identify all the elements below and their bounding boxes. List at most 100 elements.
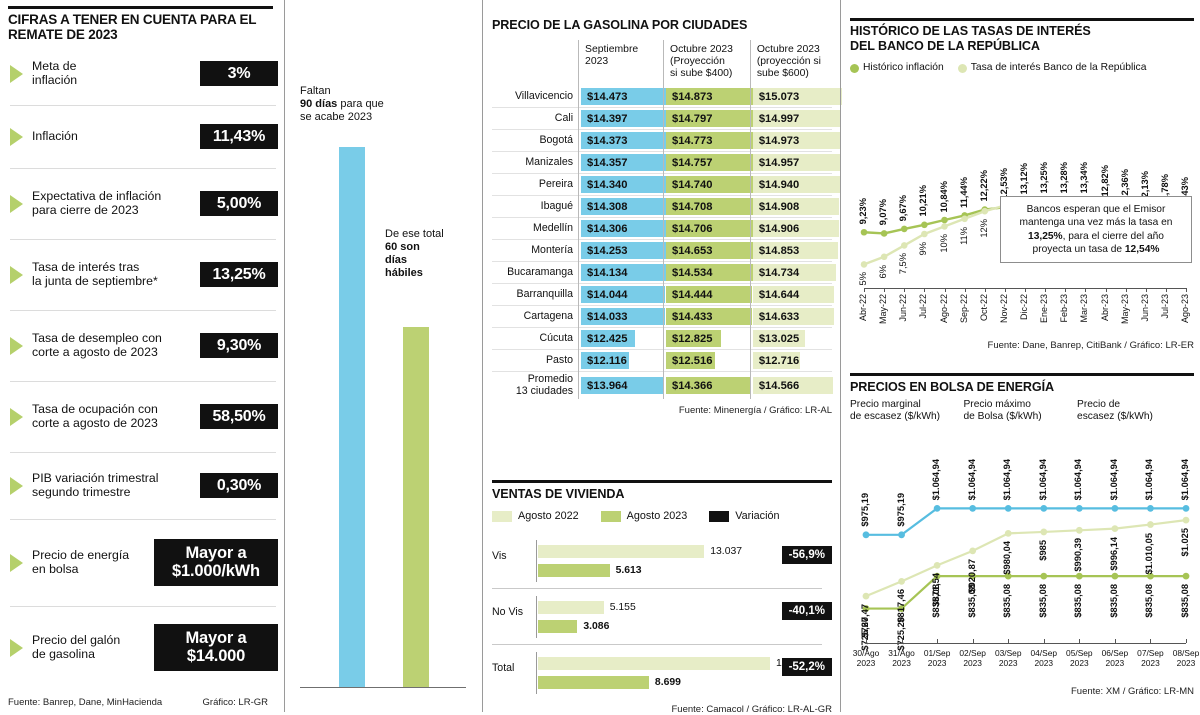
table-row: Villavicencio $14.473 $14.873 $15.073 (492, 86, 842, 108)
kpi-label: PIB variación trimestral segundo trimestr… (32, 470, 159, 499)
kpi-row: Meta de inflación 3% (8, 43, 278, 105)
right-charts: HISTÓRICO DE LAS TASAS DE INTERÉS DEL BA… (850, 18, 1199, 697)
axis-tick (1025, 288, 1026, 293)
legend-label: Variación (735, 510, 780, 522)
vivienda-axis (536, 596, 537, 638)
legend-label: Agosto 2022 (518, 510, 579, 522)
gasoline-title: PRECIO DE LA GASOLINA POR CIUDADES (492, 18, 748, 32)
gasoline-value-cell: $14.044 (578, 283, 665, 306)
gasoline-value-cell: $14.797 (662, 107, 759, 130)
gasoline-value: $14.308 (581, 198, 670, 216)
kpi-label: Tasa de ocupación con corte a agosto de 2… (32, 401, 158, 430)
rates-data-label: 9% (918, 242, 929, 256)
gasoline-value: $14.033 (581, 308, 665, 326)
energy-chart-svg (862, 504, 1190, 612)
gasoline-city: Cúcuta (492, 327, 579, 350)
rates-data-label: 12,22% (978, 170, 989, 202)
vivienda-category: No Vis (492, 606, 524, 618)
energy-data-label: $835,08 (1002, 584, 1013, 618)
gasoline-value-cell: $14.444 (662, 283, 752, 306)
energy-x-label: 01/Sep 2023 (923, 648, 951, 668)
legend-label: Precio de escasez ($/kWh) (1077, 399, 1153, 423)
gasoline-value-cell: $14.773 (662, 129, 759, 152)
gasoline-col-header: Octubre 2023 (proyección si sube $600) (749, 40, 832, 87)
gasoline-value-cell: $14.033 (578, 305, 665, 328)
energy-x-label: 05/Sep 2023 (1066, 648, 1093, 668)
gasoline-city: Villavicencio (514, 89, 574, 102)
kpi-label: Meta de inflación (32, 58, 78, 87)
axis-tick (1079, 639, 1081, 643)
axis-tick (1186, 639, 1187, 643)
energy-data-label: $1.064,94 (966, 458, 977, 501)
divider-2 (482, 0, 483, 712)
days-note-left-p3: para que (337, 97, 384, 110)
energy-axis-line (866, 643, 1186, 644)
rates-data-label: 5% (858, 272, 868, 286)
energy-title: PRECIOS EN BOLSA DE ENERGÍA (850, 380, 1054, 394)
kpi-value: 13,25% (200, 262, 278, 288)
axis-tick (1085, 288, 1087, 293)
gasoline-value: $14.306 (581, 220, 670, 238)
rates-data-label: 13,34% (1079, 161, 1090, 194)
table-row: Bogotá $14.373 $14.773 $14.973 (492, 129, 841, 152)
vivienda-variation: -52,2% (781, 658, 832, 676)
axis-tick (1045, 288, 1047, 293)
kpi-credit: Gráfico: LR-GR (202, 696, 268, 708)
rates-x-label: Mar-23 (1079, 294, 1090, 323)
rates-data-label: 10% (938, 234, 949, 254)
energy-data-label: $835,08 (1073, 584, 1084, 618)
kpi-row: PIB variación trimestral segundo trimestr… (8, 453, 278, 519)
gasoline-col-header: Octubre 2023 (Proyección si sube $400) (662, 40, 751, 87)
vivienda-bar (538, 564, 610, 577)
legend-swatch (492, 510, 512, 522)
table-row: Cali $14.397 $14.797 $14.997 (492, 107, 841, 130)
gasoline-value: $14.940 (752, 176, 840, 194)
rates-data-label: 6% (878, 264, 889, 279)
axis-tick (1004, 288, 1006, 293)
gasoline-value: $14.853 (752, 242, 839, 260)
table-row: Montería $14.253 $14.653 $14.853 (492, 239, 839, 262)
kpi-separator (10, 518, 276, 520)
table-row: Barranquilla $14.044 $14.444 $14.644 (492, 283, 835, 306)
energy-plot: $975,19 $975,19 $1.064,94 $1.064,94 $1.064,9… (850, 438, 1194, 650)
rates-x-label: Ene-23 (1039, 294, 1050, 324)
triangle-bullet-icon (10, 194, 23, 213)
gasoline-value: $12.716 (752, 352, 800, 370)
kpi-separator (10, 104, 276, 106)
rates-data-label: 9,07% (878, 199, 889, 226)
gasoline-value-cell: $14.633 (749, 305, 835, 328)
gasoline-value-cell: $12.425 (578, 327, 664, 350)
gasoline-value-cell: $14.873 (662, 86, 760, 108)
gasoline-value-cell: $14.253 (578, 239, 669, 262)
energy-data-label: $835,08 (1037, 584, 1048, 618)
gasoline-value-cell: $14.433 (662, 305, 752, 328)
rates-x-label: Jun-22 (898, 294, 909, 322)
energy-x-label: 02/Sep 2023 (959, 648, 986, 668)
axis-tick (972, 639, 974, 643)
row-divider (492, 588, 822, 589)
rates-x-label: Ago-22 (938, 294, 949, 324)
gasoline-city: Pereira (492, 173, 579, 196)
legend-dot-icon (957, 63, 967, 73)
energy-data-label: $1.064,94 (1180, 458, 1190, 501)
gasoline-value-cell: $14.366 (662, 371, 751, 400)
kpi-row: Expectativa de inflación para cierre de 2… (8, 169, 278, 239)
kpi-separator (10, 238, 276, 240)
vivienda-axis (536, 652, 537, 694)
legend-item: Precio marginal de escasez ($/kWh) (850, 399, 964, 423)
kpi-separator (10, 309, 276, 311)
rates-title-line1: HISTÓRICO DE LAS TASAS DE INTERÉS (850, 24, 1091, 38)
rates-data-label: 12% (978, 219, 989, 238)
rates-source: Fuente: Dane, Banrep, CitiBank / Gráfico… (987, 340, 1194, 352)
gasoline-value: $14.740 (665, 176, 758, 194)
rates-data-label: 9,23% (858, 197, 868, 225)
gasoline-value-cell: $14.306 (578, 217, 670, 240)
gasoline-value-cell: $14.534 (662, 261, 754, 284)
energy-data-label: $835,08 (966, 584, 977, 618)
axis-tick (1043, 639, 1045, 643)
gasoline-value: $14.366 (665, 377, 750, 395)
energy-x-label: 07/Sep 2023 (1137, 648, 1164, 668)
days-bar-90 (339, 147, 365, 687)
days-note-right-p1: De ese total (385, 228, 444, 240)
vivienda-panel: VENTAS DE VIVIENDA Agosto 2022 Agosto 202… (492, 487, 832, 715)
